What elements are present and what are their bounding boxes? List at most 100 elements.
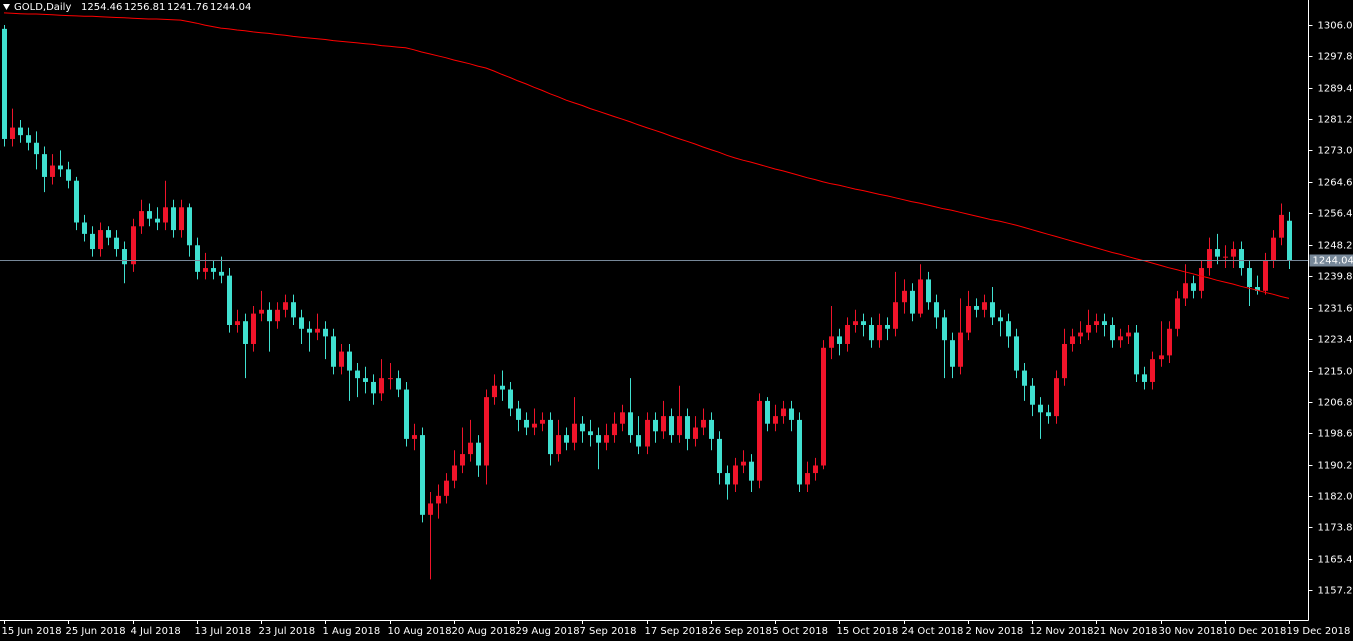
candle-body xyxy=(66,169,71,181)
candle-body xyxy=(163,207,168,223)
candle-body xyxy=(1287,220,1292,261)
candle-body xyxy=(596,435,601,443)
candle-body xyxy=(645,419,650,447)
candle-body xyxy=(1126,332,1131,337)
y-tick-label: 1306.00 xyxy=(1318,21,1353,32)
candle-body xyxy=(829,336,834,348)
candle-body xyxy=(620,412,625,424)
candle-body xyxy=(869,324,874,341)
candle-body xyxy=(861,321,866,325)
candle-body xyxy=(845,324,850,344)
candle-body xyxy=(291,302,296,318)
x-tick-label: 12 Nov 2018 xyxy=(1030,626,1094,637)
x-tick-label: 26 Sep 2018 xyxy=(709,626,772,637)
candle-body xyxy=(98,230,103,250)
candle-body xyxy=(1199,268,1204,291)
candle-body xyxy=(958,332,963,367)
candle-body xyxy=(58,165,63,170)
candle-body xyxy=(315,328,320,333)
candle-body xyxy=(789,408,794,420)
candle-body xyxy=(974,306,979,310)
x-tick-label: 1 Aug 2018 xyxy=(323,626,381,637)
y-tick-label: 1165.40 xyxy=(1318,555,1353,566)
candle-body xyxy=(211,268,216,272)
x-tick-label: 23 Jul 2018 xyxy=(259,626,316,637)
y-tick-label: 1198.60 xyxy=(1318,429,1353,440)
candle-body xyxy=(363,378,368,382)
candle-body xyxy=(853,321,858,325)
candle-body xyxy=(540,419,545,424)
header-high: 1256.81 xyxy=(124,2,165,13)
candle-body xyxy=(1086,324,1091,333)
candle-body xyxy=(926,279,931,303)
candle-body xyxy=(251,313,256,344)
header-open: 1254.46 xyxy=(81,2,122,13)
candle-body xyxy=(1022,370,1027,386)
y-tick-label: 1206.80 xyxy=(1318,398,1353,409)
candle-body xyxy=(460,454,465,466)
candle-body xyxy=(612,423,617,436)
candle-body xyxy=(323,328,328,337)
candle-body xyxy=(998,317,1003,322)
candle-body xyxy=(628,412,633,436)
candle-body xyxy=(1255,287,1260,291)
candle-body xyxy=(379,378,384,394)
candle-body xyxy=(1054,378,1059,417)
candle-body xyxy=(404,389,409,439)
x-tick-label: 30 Nov 2018 xyxy=(1159,626,1223,637)
candle-body xyxy=(331,336,336,367)
y-tick-label: 1256.40 xyxy=(1318,209,1353,220)
candle-body xyxy=(259,309,264,314)
candle-body xyxy=(524,419,529,428)
candle-body xyxy=(275,309,280,322)
candle-body xyxy=(653,419,658,432)
header-low: 1241.76 xyxy=(167,2,208,13)
candle-body xyxy=(484,397,489,466)
candle-body xyxy=(114,237,119,250)
candle-body xyxy=(942,317,947,341)
x-tick-label: 21 Nov 2018 xyxy=(1094,626,1158,637)
candle-body xyxy=(990,302,995,318)
y-tick-label: 1248.20 xyxy=(1318,241,1353,252)
candle-body xyxy=(709,419,714,439)
candle-body xyxy=(837,336,842,344)
candle-body xyxy=(1231,249,1236,257)
y-tick-label: 1239.80 xyxy=(1318,272,1353,283)
candle-body xyxy=(604,435,609,443)
menu-arrow[interactable] xyxy=(3,4,10,10)
x-tick-label: 10 Aug 2018 xyxy=(388,626,452,637)
candle-body xyxy=(1191,283,1196,291)
candle-body xyxy=(701,419,706,428)
candle-body xyxy=(243,321,248,344)
candle-body xyxy=(1046,412,1051,417)
candle-body xyxy=(950,340,955,367)
candle-body xyxy=(147,211,152,219)
candle-body xyxy=(733,465,738,485)
candle-body xyxy=(90,233,95,250)
candle-body xyxy=(1070,336,1075,344)
x-tick-label: 19 Dec 2018 xyxy=(1287,626,1351,637)
moving-average xyxy=(3,12,1290,299)
candle-body xyxy=(1223,256,1228,258)
candle-body xyxy=(219,271,224,276)
candle-body xyxy=(122,249,127,265)
candle-body xyxy=(1118,336,1123,341)
candle-body xyxy=(396,378,401,390)
candle-body xyxy=(267,309,272,322)
y-tick-label: 1182.00 xyxy=(1318,492,1353,503)
candle-body xyxy=(1183,283,1188,299)
x-tick-label: 4 Jul 2018 xyxy=(131,626,181,637)
x-tick-label: 24 Oct 2018 xyxy=(902,626,964,637)
candle-body xyxy=(1207,249,1212,269)
x-tick-label: 29 Aug 2018 xyxy=(516,626,580,637)
candle-body xyxy=(677,416,682,436)
candle-body xyxy=(492,385,497,398)
candle-body xyxy=(420,435,425,515)
candle-body xyxy=(1014,336,1019,371)
candle-body xyxy=(452,465,457,481)
y-tick-label: 1223.40 xyxy=(1318,335,1353,346)
candle-body xyxy=(1175,298,1180,329)
candle-body xyxy=(131,226,136,265)
